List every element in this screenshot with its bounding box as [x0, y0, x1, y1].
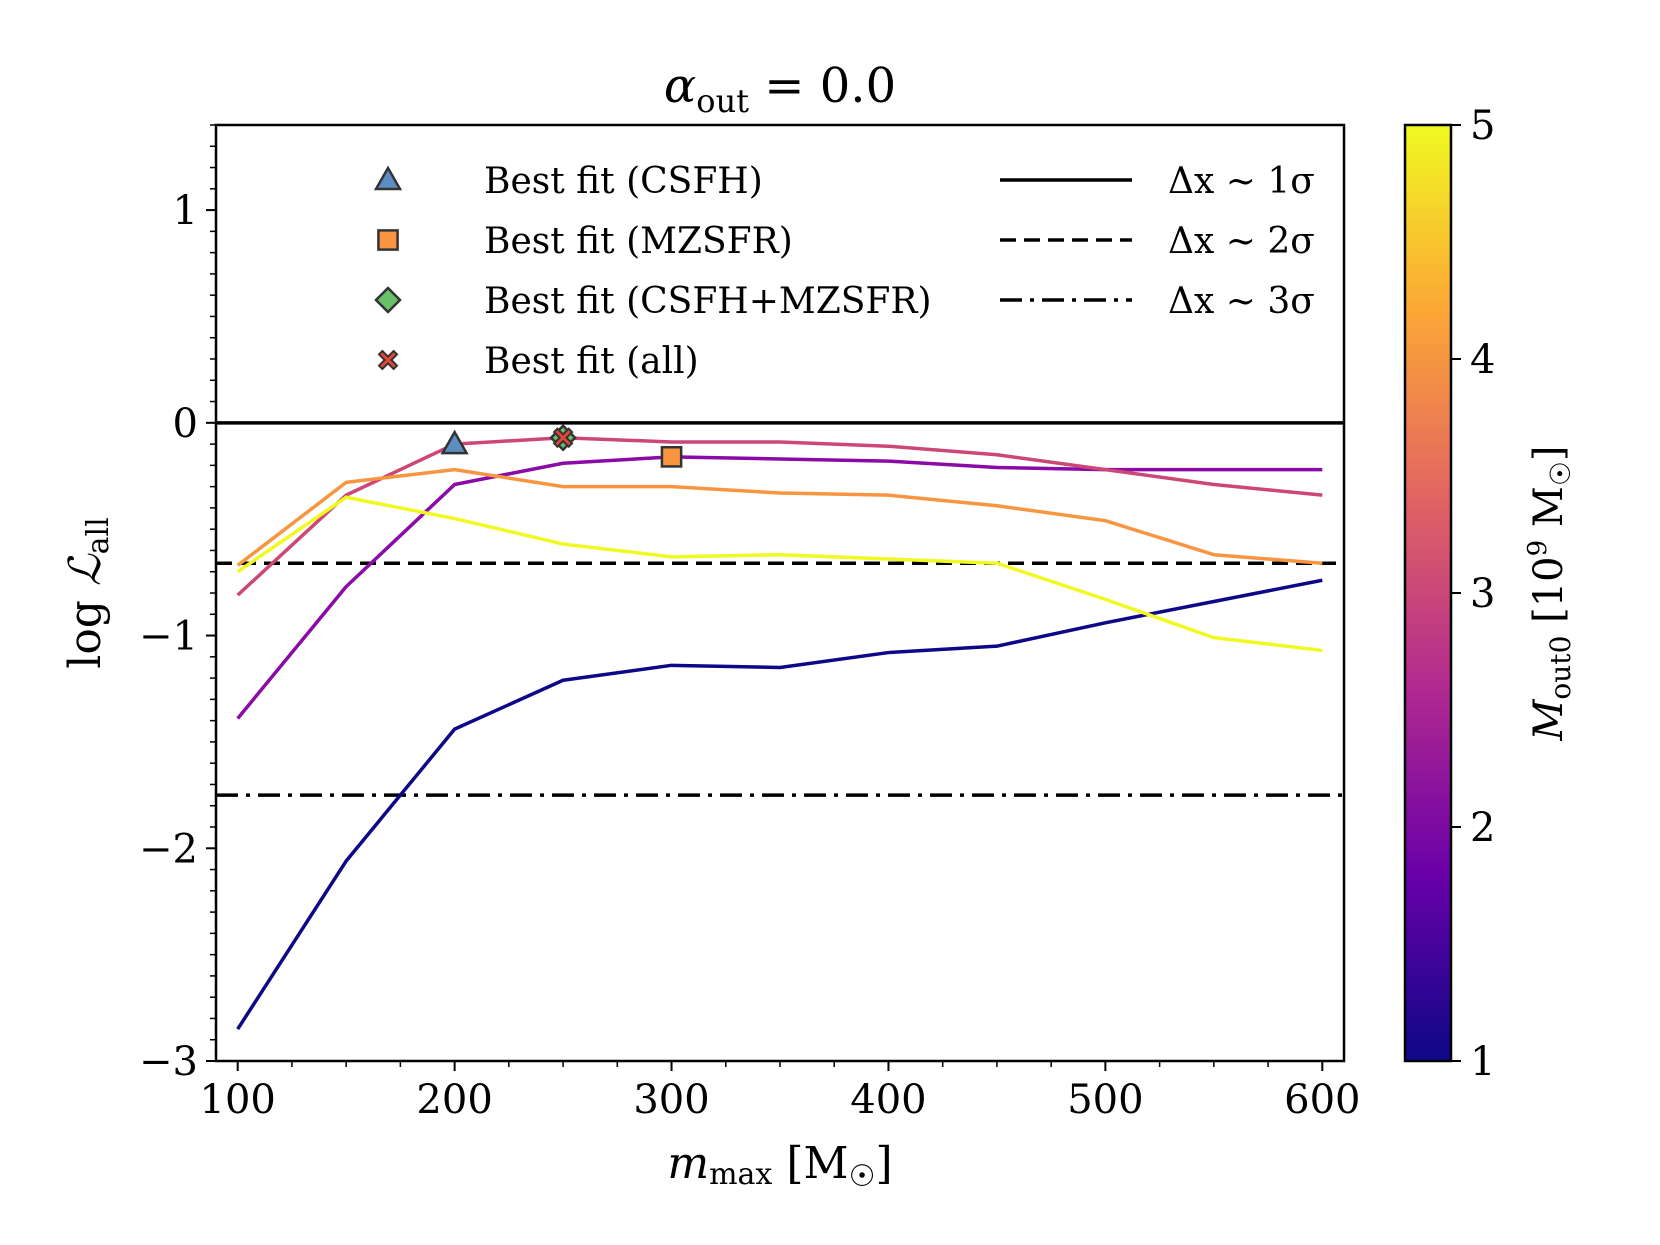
y-tick-label: −1 [139, 614, 198, 660]
colorbar-tick-label: 1 [1470, 1039, 1495, 1085]
colorbar-tick-label: 2 [1470, 805, 1495, 851]
legend-marker-diamond [374, 286, 402, 314]
plot-frame [214, 123, 1346, 1063]
y-tick-label: −2 [139, 826, 198, 872]
y-tick-label: 0 [173, 401, 198, 447]
colorbar-ticks: 1 2 3 4 5 [1451, 103, 1495, 1085]
series-line-3 [236, 435, 1323, 597]
x-tick-label: 200 [416, 1077, 492, 1123]
x-tick-label: 100 [200, 1077, 276, 1123]
colorbar-tick-label: 4 [1470, 337, 1495, 383]
legend: Best fit (CSFH) Best fit (MZSFR) Best fit … [373, 161, 1315, 382]
legend-marker-square [377, 229, 399, 251]
series-line-4 [236, 467, 1323, 567]
series-line-2 [236, 455, 1323, 720]
sun-symbol-icon: ☉ [1544, 461, 1577, 486]
y-tick-label: 1 [173, 188, 198, 234]
axes-ticks: 100 200 300 400 500 600 −3 −2 −1 0 1 [139, 124, 1360, 1123]
series-line-1 [236, 578, 1323, 1031]
legend-label: Best fit (CSFH) [484, 161, 763, 202]
marker-triangle [440, 429, 469, 455]
series-line-5 [236, 495, 1323, 653]
x-axis-label: mmax [M☉] [667, 1138, 892, 1194]
legend-label: Δx ~ 3σ [1168, 281, 1315, 322]
chart-title: αout = 0.0 [664, 58, 896, 120]
y-tick-label: −3 [139, 1039, 198, 1085]
reference-lines [216, 421, 1344, 797]
legend-label: Δx ~ 2σ [1168, 221, 1315, 262]
marker-square [660, 446, 683, 468]
marker-x [552, 427, 574, 449]
y-axis-label: log ℒall [60, 517, 116, 669]
legend-label: Best fit (all) [484, 341, 699, 382]
colorbar-label: Mout0 [109 M☉] [1523, 445, 1577, 741]
legend-label: Best fit (MZSFR) [484, 221, 793, 262]
x-tick-label: 600 [1284, 1077, 1360, 1123]
colorbar-tick-label: 3 [1470, 571, 1495, 617]
x-tick-label: 300 [633, 1077, 709, 1123]
legend-label: Best fit (CSFH+MZSFR) [484, 281, 932, 322]
data-series [236, 435, 1323, 1031]
x-tick-label: 500 [1067, 1077, 1143, 1123]
colorbar [1403, 123, 1453, 1063]
legend-marker-x [377, 349, 399, 371]
colorbar-tick-label: 5 [1470, 103, 1495, 149]
legend-label: Δx ~ 1σ [1168, 161, 1315, 202]
x-tick-label: 400 [850, 1077, 926, 1123]
best-fit-markers [440, 423, 683, 468]
legend-marker-triangle [373, 165, 403, 191]
sun-symbol-icon: ☉ [849, 1159, 876, 1194]
